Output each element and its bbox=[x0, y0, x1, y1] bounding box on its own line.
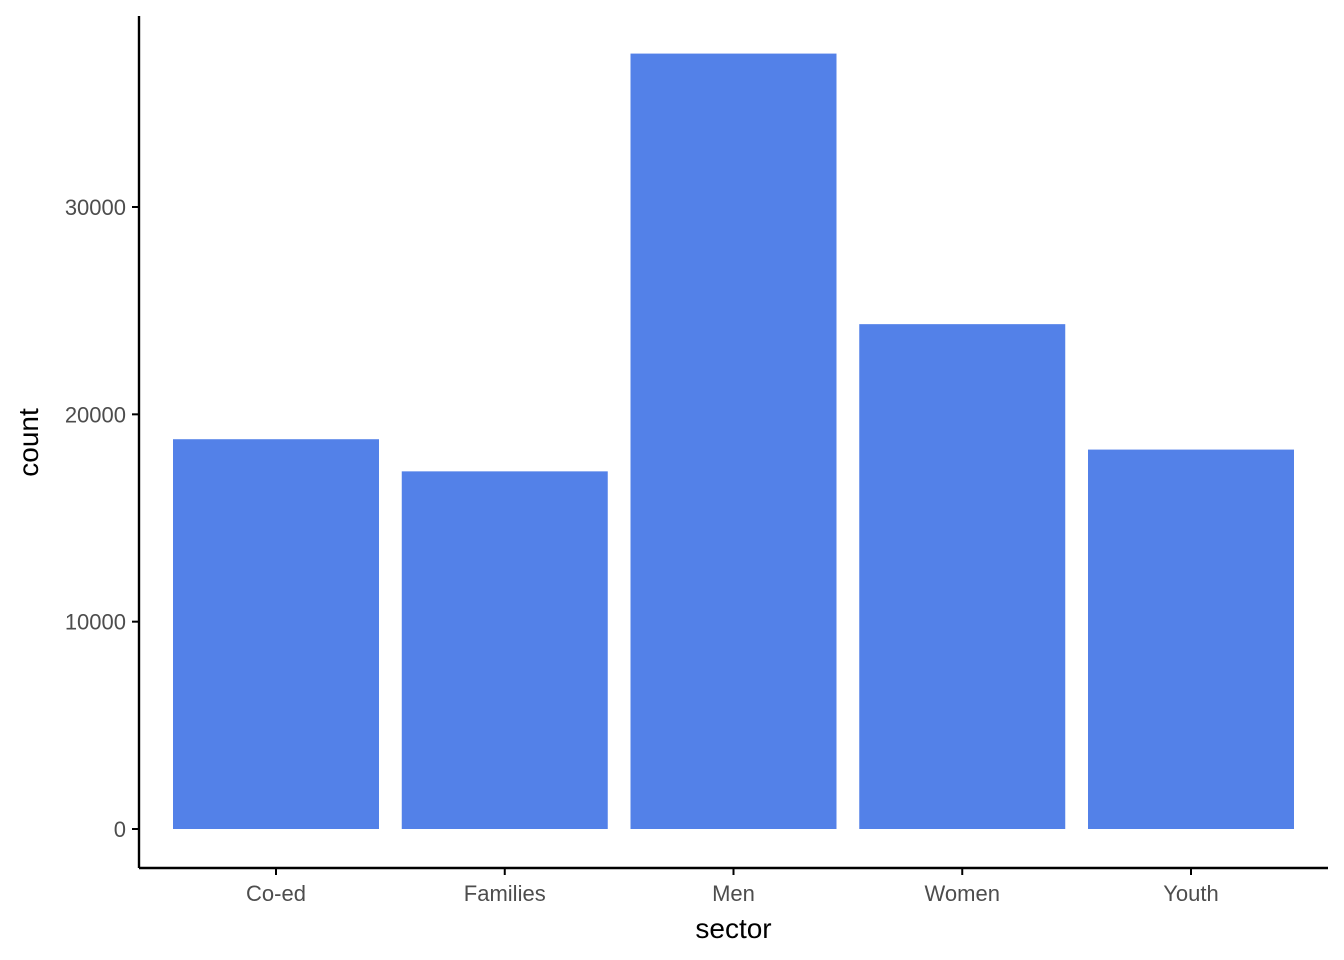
bar-youth bbox=[1088, 449, 1294, 829]
y-axis-title: count bbox=[13, 408, 44, 477]
x-tick-label: Co-ed bbox=[246, 881, 306, 906]
y-tick-label: 0 bbox=[114, 817, 126, 842]
bar-group bbox=[173, 53, 1294, 829]
x-axis-title: sector bbox=[695, 913, 771, 944]
x-tick-label: Youth bbox=[1163, 881, 1218, 906]
bar-women bbox=[859, 324, 1066, 829]
y-axis: 0 10000 20000 30000 bbox=[65, 16, 141, 868]
y-tick-label: 30000 bbox=[65, 195, 126, 220]
x-tick-label: Men bbox=[712, 881, 755, 906]
bar-men bbox=[630, 53, 837, 829]
x-tick-label: Families bbox=[464, 881, 546, 906]
bar-families bbox=[401, 471, 608, 829]
bar-co-ed bbox=[173, 439, 379, 829]
x-axis: Co-ed Families Men Women Youth bbox=[139, 866, 1328, 906]
y-tick-label: 20000 bbox=[65, 402, 126, 427]
y-tick-label: 10000 bbox=[65, 610, 126, 635]
x-tick-label: Women bbox=[925, 881, 1000, 906]
